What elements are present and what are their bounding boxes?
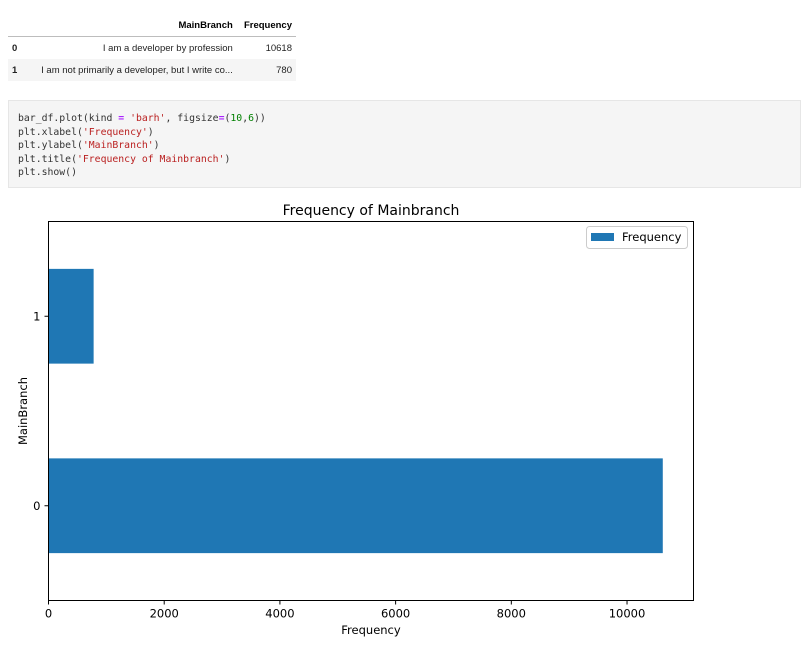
code-line-4: plt.title('Frequency of Mainbranch') [18, 153, 231, 165]
y-tick-label: 1 [33, 309, 40, 323]
legend-box [586, 226, 688, 249]
chart-title: Frequency of Mainbranch [283, 203, 460, 219]
y-axis-ticks: 01 [33, 309, 49, 513]
legend-label: Frequency [622, 230, 682, 244]
x-tick-label: 8000 [497, 607, 526, 621]
cell-mainbranch: I am not primarily a developer, but I wr… [41, 64, 233, 76]
column-header-frequency: Frequency [243, 19, 292, 31]
index-header [8, 14, 26, 37]
x-tick-label: 6000 [381, 607, 410, 621]
legend: Frequency [586, 226, 688, 249]
x-tick-label: 2000 [150, 607, 179, 621]
table-header-row: MainBranch Frequency [8, 14, 296, 37]
cell-frequency: 780 [276, 64, 292, 76]
plot-frame [48, 221, 694, 601]
bar-1 [48, 268, 94, 364]
cell-frequency: 10618 [265, 42, 292, 54]
bar-0 [48, 458, 663, 554]
row-index: 1 [12, 64, 18, 76]
code-cell[interactable]: bar_df.plot(kind = 'barh', figsize=(10,6… [8, 100, 801, 188]
code-line-1: bar_df.plot(kind = 'barh', figsize=(10,6… [18, 113, 266, 124]
bars-group [48, 268, 663, 554]
table-row: 0 I am a developer by profession 10618 [8, 37, 296, 60]
x-tick-label: 0 [45, 607, 52, 621]
x-axis-ticks: 0 2000 4000 6000 8000 10000 [45, 600, 646, 621]
code-editor[interactable]: bar_df.plot(kind = 'barh', figsize=(10,6… [18, 112, 266, 180]
code-line-2: plt.xlabel('Frequency') [18, 126, 154, 138]
table-row: 1 I am not primarily a developer, but I … [8, 59, 296, 81]
y-tick-label: 0 [33, 499, 40, 513]
code-line-3: plt.ylabel('MainBranch') [18, 140, 160, 151]
x-tick-label: 10000 [609, 607, 646, 621]
code-line-5: plt.show() [18, 167, 77, 178]
cell-mainbranch: I am a developer by profession [102, 42, 233, 54]
row-index: 0 [12, 42, 18, 54]
column-header-mainbranch: MainBranch [178, 19, 233, 31]
legend-swatch [591, 233, 614, 241]
x-axis-label: Frequency [341, 623, 401, 637]
y-axis-label: MainBranch [16, 377, 30, 445]
bar-chart: Frequency of Mainbranch 0 2000 4000 6000 800… [16, 203, 694, 637]
x-tick-label: 4000 [265, 607, 294, 621]
dataframe-table: MainBranch Frequency 0 I am a developer … [8, 14, 296, 81]
